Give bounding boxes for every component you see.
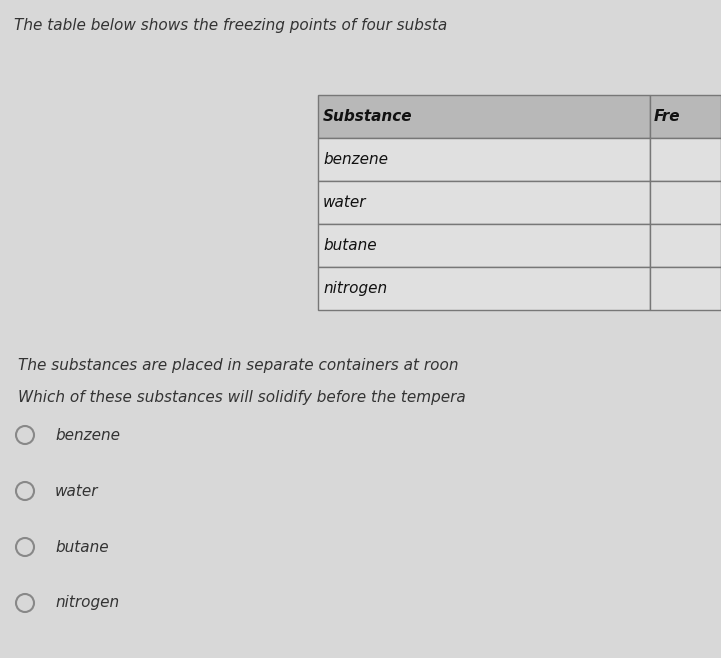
- Bar: [650, 138, 721, 181]
- Text: The substances are placed in separate containers at roon: The substances are placed in separate co…: [18, 358, 459, 373]
- Bar: [318, 267, 650, 310]
- Text: nitrogen: nitrogen: [55, 595, 119, 611]
- Bar: [650, 181, 721, 224]
- Bar: [318, 181, 650, 224]
- Bar: [318, 224, 650, 267]
- Bar: [650, 267, 721, 310]
- Bar: [650, 95, 721, 138]
- Text: water: water: [323, 195, 366, 210]
- Text: benzene: benzene: [55, 428, 120, 442]
- Text: water: water: [55, 484, 99, 499]
- Text: The table below shows the freezing points of four substa: The table below shows the freezing point…: [14, 18, 448, 33]
- Bar: [318, 95, 650, 138]
- Bar: [318, 138, 650, 181]
- Text: benzene: benzene: [323, 152, 388, 167]
- Text: Substance: Substance: [323, 109, 412, 124]
- Bar: [650, 224, 721, 267]
- Text: Fre: Fre: [654, 109, 681, 124]
- Text: nitrogen: nitrogen: [323, 281, 387, 296]
- Text: Which of these substances will solidify before the tempera: Which of these substances will solidify …: [18, 390, 466, 405]
- Text: butane: butane: [55, 540, 109, 555]
- Text: butane: butane: [323, 238, 376, 253]
